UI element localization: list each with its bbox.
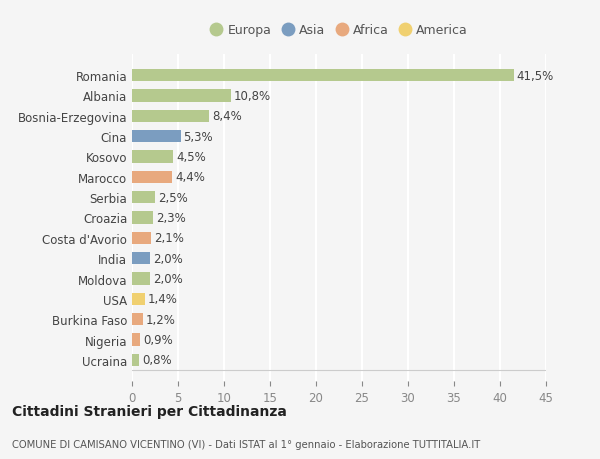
Bar [132,111,209,123]
Bar [132,334,140,346]
Text: COMUNE DI CAMISANO VICENTINO (VI) - Dati ISTAT al 1° gennaio - Elaborazione TUTT: COMUNE DI CAMISANO VICENTINO (VI) - Dati… [12,440,480,449]
Text: 2,1%: 2,1% [154,232,184,245]
Bar [132,212,153,224]
Bar [132,232,151,244]
Bar [132,192,155,204]
Bar [132,131,181,143]
Bar [132,171,172,184]
Text: 41,5%: 41,5% [517,69,554,83]
Bar [132,151,173,163]
Text: 1,2%: 1,2% [146,313,176,326]
Legend: Europa, Asia, Africa, America: Europa, Asia, Africa, America [205,19,473,42]
Text: 0,8%: 0,8% [142,353,172,367]
Text: 10,8%: 10,8% [234,90,271,103]
Bar [132,293,145,305]
Bar [132,273,151,285]
Bar [132,313,143,325]
Text: 5,3%: 5,3% [184,130,213,143]
Text: 8,4%: 8,4% [212,110,242,123]
Bar [132,354,139,366]
Text: 2,0%: 2,0% [153,272,183,285]
Bar [132,90,232,102]
Text: 4,4%: 4,4% [175,171,205,184]
Bar [132,252,151,265]
Text: Cittadini Stranieri per Cittadinanza: Cittadini Stranieri per Cittadinanza [12,404,287,419]
Bar [132,70,514,82]
Text: 2,5%: 2,5% [158,191,188,204]
Text: 2,3%: 2,3% [156,212,185,224]
Text: 4,5%: 4,5% [176,151,206,164]
Text: 2,0%: 2,0% [153,252,183,265]
Text: 1,4%: 1,4% [148,293,178,306]
Text: 0,9%: 0,9% [143,333,173,346]
